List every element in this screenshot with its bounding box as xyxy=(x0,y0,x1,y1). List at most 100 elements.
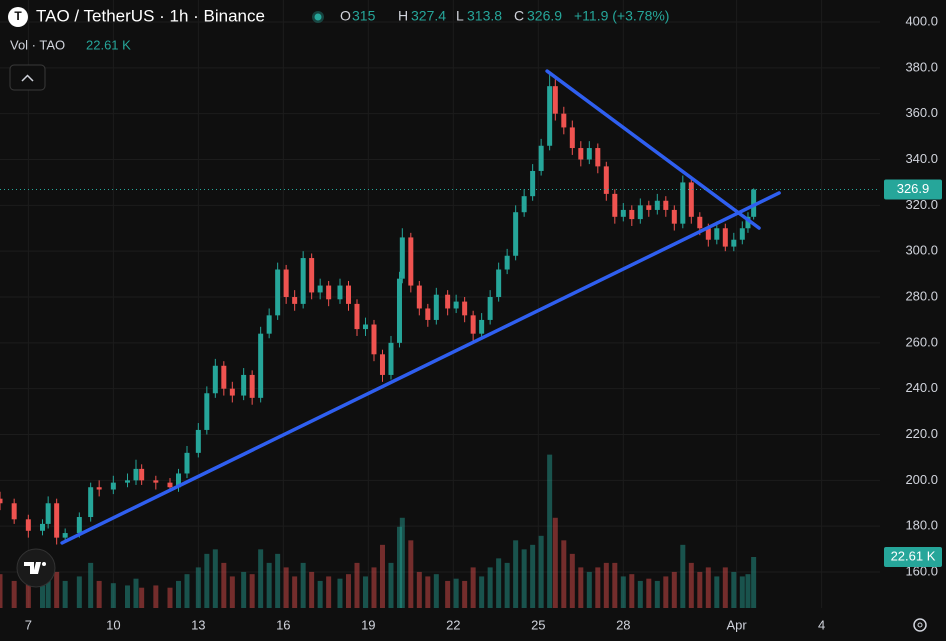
volume-bar xyxy=(603,562,609,608)
volume-bar xyxy=(552,517,558,608)
volume-pane xyxy=(0,454,757,608)
y-tick-label: 160.0 xyxy=(905,563,938,578)
volume-bar xyxy=(153,585,159,608)
candle-body xyxy=(337,285,343,300)
volume-bar xyxy=(258,549,264,608)
x-tick-label: Apr xyxy=(727,617,748,632)
candle-body xyxy=(470,315,476,334)
candle-body xyxy=(283,269,289,298)
candle-body xyxy=(552,86,558,114)
candle-body xyxy=(388,342,394,375)
last-price-box xyxy=(884,179,942,200)
x-tick-label: 7 xyxy=(25,617,32,632)
x-tick-label: 19 xyxy=(361,617,375,632)
volume-bar xyxy=(11,580,17,608)
volume-bar xyxy=(612,562,618,608)
logo-letter: T xyxy=(14,9,22,23)
x-tick-label: 25 xyxy=(531,617,545,632)
volume-bar xyxy=(663,576,669,608)
volume-bar xyxy=(204,553,210,608)
candle-body xyxy=(371,324,377,355)
volume-bar xyxy=(569,553,575,608)
volume-bar xyxy=(175,580,181,608)
candle-body xyxy=(745,216,751,229)
volume-bar xyxy=(292,576,298,608)
volume-bar xyxy=(745,574,751,608)
candle-body xyxy=(433,294,439,320)
candle-body xyxy=(110,482,116,490)
volume-bar xyxy=(547,454,553,608)
candle-body xyxy=(751,189,757,217)
y-tick-label: 340.0 xyxy=(905,151,938,166)
volume-bar xyxy=(249,574,255,608)
candle-body xyxy=(249,374,255,398)
candle-body xyxy=(300,258,306,304)
candle-body xyxy=(362,324,368,330)
change-value: +11.9 (+3.78%) xyxy=(574,8,669,24)
candle-body xyxy=(530,170,536,197)
volume-bar xyxy=(513,540,519,608)
candle-body xyxy=(731,239,737,247)
volume-bar xyxy=(595,567,601,608)
candle-body xyxy=(705,228,711,240)
candle-body xyxy=(680,182,686,224)
high-value: 327.4 xyxy=(411,8,446,24)
volume-bar xyxy=(538,535,544,608)
volume-bar xyxy=(586,571,592,608)
logo-mark xyxy=(24,562,41,574)
x-tick-label: 22 xyxy=(446,617,460,632)
volume-bar xyxy=(462,580,468,608)
symbol-logo xyxy=(8,7,28,27)
volume-bar xyxy=(110,583,116,608)
price-pane xyxy=(0,69,880,545)
candle-body xyxy=(569,127,575,149)
settings-center xyxy=(917,622,923,628)
trendline xyxy=(545,69,761,230)
volume-bar xyxy=(229,576,235,608)
candle-body xyxy=(722,228,728,247)
volume-bar xyxy=(688,562,694,608)
candle-body xyxy=(547,86,553,146)
volume-bar xyxy=(504,562,510,608)
close-value: 326.9 xyxy=(527,8,562,24)
volume-bar xyxy=(388,562,394,608)
candle-body xyxy=(620,209,626,217)
symbol-title: TAO / TetherUS · 1h · Binance xyxy=(36,6,265,25)
candle-body xyxy=(133,468,139,481)
volume-bar xyxy=(317,580,323,608)
candle-body xyxy=(45,503,51,524)
volume-bar xyxy=(76,576,82,608)
candle-body xyxy=(578,148,584,160)
candle-body xyxy=(504,255,510,270)
tv-logo xyxy=(16,548,56,588)
candle-body xyxy=(425,308,431,320)
candle-body xyxy=(241,374,247,396)
volume-bar xyxy=(139,587,145,608)
candle-body xyxy=(487,297,493,320)
y-tick-label: 360.0 xyxy=(905,105,938,120)
settings-icon[interactable] xyxy=(913,618,927,632)
candle-body xyxy=(453,301,459,309)
volume-bar xyxy=(561,540,567,608)
volume-bar xyxy=(399,517,405,608)
candle-body xyxy=(379,354,385,375)
volume-bar xyxy=(124,585,130,608)
volume-bar xyxy=(705,567,711,608)
candle-body xyxy=(88,487,94,518)
volume-bar xyxy=(195,567,201,608)
volume-bar xyxy=(184,574,190,608)
volume-bar xyxy=(221,562,227,608)
volume-bar xyxy=(629,574,635,608)
collapse-button[interactable] xyxy=(9,64,46,91)
candle-body xyxy=(204,393,210,430)
volume-bar xyxy=(96,580,102,608)
logo-dot xyxy=(42,562,46,566)
x-tick-label: 13 xyxy=(191,617,205,632)
last-volume-box xyxy=(884,547,942,567)
candle-body xyxy=(354,303,360,330)
volume-bar xyxy=(275,553,281,608)
volume-bar xyxy=(309,571,315,608)
volume-bar xyxy=(487,567,493,608)
x-tick-label: 28 xyxy=(616,617,630,632)
